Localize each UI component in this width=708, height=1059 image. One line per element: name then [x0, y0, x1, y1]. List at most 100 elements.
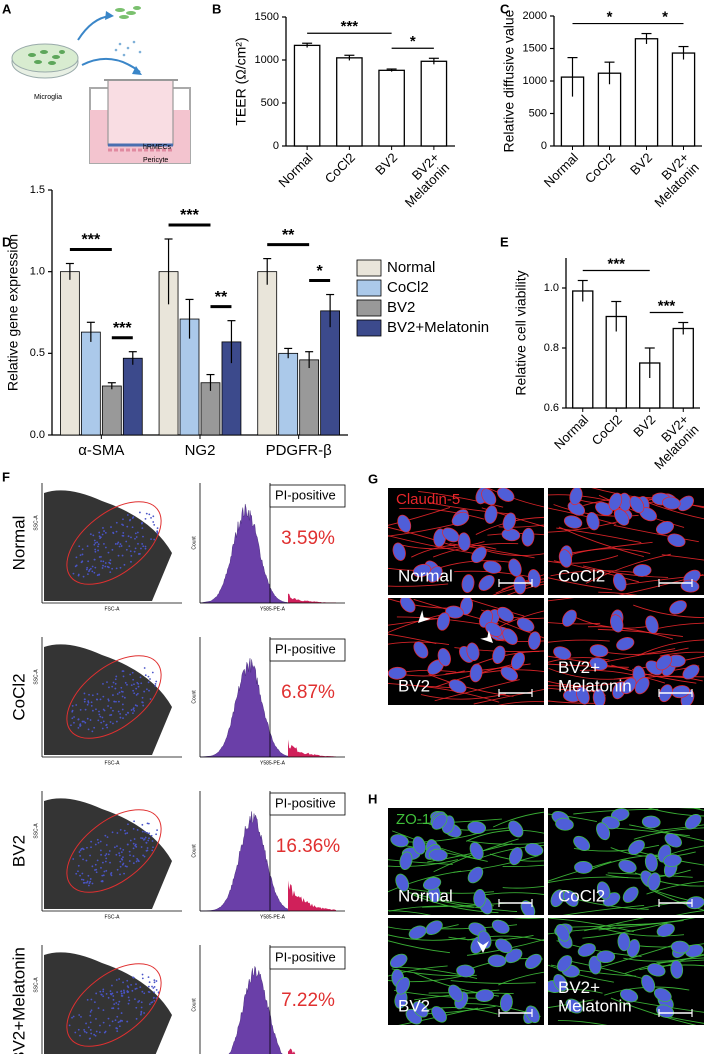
event: [98, 1031, 101, 1034]
x-tick-label: BV2+Melatonin: [392, 150, 453, 211]
nucleus: [483, 560, 502, 574]
event: [127, 823, 129, 826]
nucleus: [596, 822, 611, 841]
event: [135, 687, 138, 690]
micrograph: [388, 488, 544, 595]
nucleus: [567, 501, 586, 516]
nucleus: [677, 495, 694, 512]
event: [118, 545, 121, 548]
event: [118, 1000, 121, 1003]
x-tick-label: Normal: [551, 412, 591, 452]
event: [126, 865, 128, 868]
significance-label: ***: [607, 255, 625, 272]
event: [82, 858, 84, 861]
event: [137, 685, 140, 688]
nucleus: [466, 642, 480, 661]
fiber: [497, 701, 544, 705]
legend-label: CoCl2: [387, 279, 429, 296]
nucleus: [471, 546, 487, 564]
event: [99, 536, 102, 539]
event: [132, 976, 135, 979]
nucleus: [524, 842, 544, 857]
fiber: [370, 1029, 455, 1034]
fiber: [499, 610, 544, 628]
event: [111, 992, 114, 995]
nucleus: [655, 521, 675, 535]
event: [90, 998, 93, 1001]
event: [91, 565, 94, 568]
fiber: [646, 501, 704, 520]
event: [153, 999, 156, 1002]
event: [117, 1021, 120, 1024]
event: [141, 701, 144, 704]
fiber: [646, 880, 704, 895]
fiber: [548, 622, 601, 625]
event: [134, 843, 137, 846]
event: [85, 1031, 88, 1034]
event: [132, 842, 135, 845]
event: [80, 1015, 82, 1018]
event: [142, 854, 145, 857]
nucleus: [390, 834, 409, 848]
event: [77, 870, 79, 873]
event: [100, 993, 103, 996]
bar: [378, 69, 405, 147]
event: [105, 853, 108, 855]
event: [88, 693, 90, 696]
event: [148, 837, 150, 840]
event: [144, 517, 147, 520]
event: [113, 700, 116, 703]
event: [98, 573, 100, 576]
image-label: BV2+ Melatonin: [558, 658, 632, 696]
event: [86, 703, 89, 706]
event: [102, 874, 105, 877]
event: [121, 708, 124, 711]
gate-label: PI-positive: [275, 949, 336, 964]
event: [107, 705, 109, 707]
event: [99, 698, 102, 701]
event: [116, 1030, 119, 1032]
fiber: [465, 829, 544, 842]
fiber: [633, 827, 704, 840]
y-tick-label: 500: [529, 107, 547, 119]
event: [109, 559, 112, 562]
bar: [278, 352, 299, 436]
fiber: [661, 554, 704, 561]
bar: [293, 44, 321, 147]
event: [95, 698, 98, 701]
event: [153, 523, 156, 526]
histogram: [199, 811, 291, 912]
fiber: [548, 667, 634, 680]
event: [91, 882, 94, 885]
event: [94, 869, 96, 871]
event: [126, 985, 129, 988]
event: [145, 841, 148, 844]
event: [100, 853, 102, 856]
event: [123, 991, 126, 994]
gate: [66, 963, 162, 1047]
axis-label: Y585-PE-A: [260, 760, 286, 766]
event: [81, 560, 84, 563]
event: [138, 511, 141, 514]
event: [111, 685, 114, 688]
x-tick-label: BV2: [372, 150, 400, 178]
event: [103, 543, 105, 545]
event: [96, 574, 99, 577]
event: [128, 850, 131, 853]
event: [114, 682, 117, 685]
event: [102, 527, 104, 529]
fiber: [598, 920, 684, 931]
event: [148, 689, 150, 692]
event: [100, 560, 102, 563]
event: [77, 573, 80, 576]
nucleus: [412, 836, 426, 855]
event: [126, 1020, 129, 1023]
nucleus: [589, 657, 608, 671]
gate-label: PI-positive: [275, 795, 336, 810]
event: [102, 560, 105, 563]
label-hrmecs: hRMECs: [143, 144, 172, 151]
event: [147, 822, 150, 825]
row-label: CoCl2: [9, 673, 28, 720]
event: [87, 1026, 90, 1029]
event: [126, 683, 128, 686]
